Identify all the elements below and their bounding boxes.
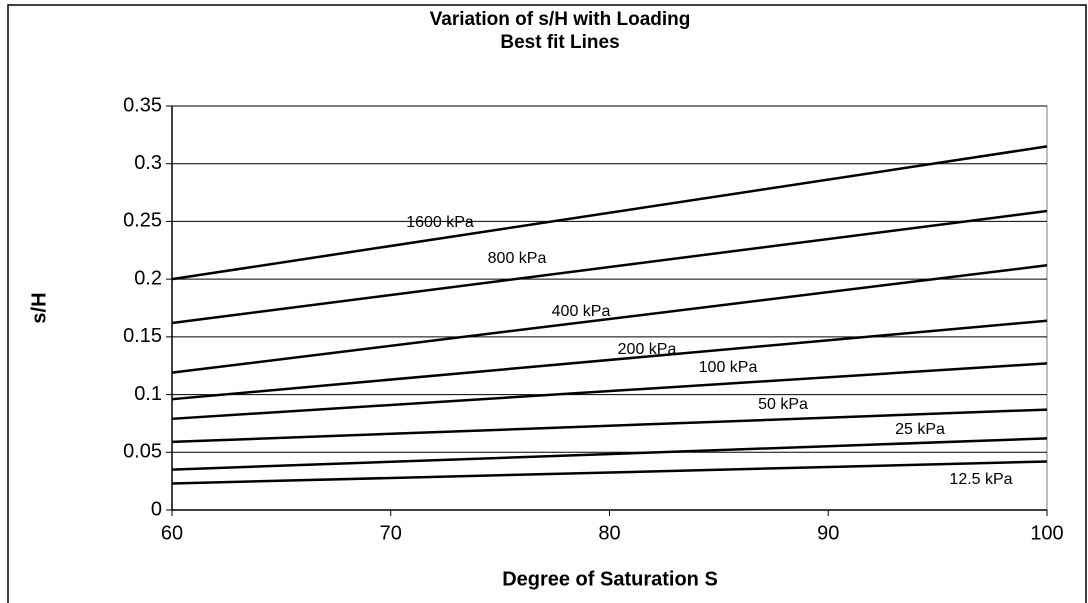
- series-label: 12.5 kPa: [949, 471, 1012, 488]
- series-line: [171, 319, 1048, 401]
- y-tick-label: 0.15: [123, 325, 162, 347]
- series-line: [171, 437, 1048, 471]
- series-label: 400 kPa: [552, 303, 611, 320]
- y-tick-label: 0.2: [134, 267, 162, 289]
- chart-title: Variation of s/H with Loading: [430, 9, 691, 30]
- x-tick-label: 60: [161, 522, 183, 544]
- x-tick-label: 80: [598, 522, 620, 544]
- series-label: 200 kPa: [618, 341, 677, 358]
- y-tick-label: 0.25: [123, 210, 162, 232]
- x-axis-label: Degree of Saturation S: [502, 568, 718, 590]
- series-line: [171, 264, 1048, 374]
- series-label: 50 kPa: [758, 396, 808, 413]
- series-label: 25 kPa: [895, 421, 945, 438]
- series-line: [171, 408, 1048, 444]
- series-line: [171, 362, 1048, 421]
- chart-subtitle: Best fit Lines: [500, 32, 619, 53]
- y-tick-label: 0: [151, 498, 162, 520]
- x-tick-label: 90: [817, 522, 839, 544]
- y-tick-label: 0.05: [123, 441, 162, 463]
- series-label: 800 kPa: [488, 250, 547, 267]
- y-tick-label: 0.3: [134, 152, 162, 174]
- series-label: 1600 kPa: [406, 214, 474, 231]
- series-line: [171, 145, 1048, 281]
- series-line: [171, 460, 1048, 485]
- series-line: [171, 209, 1048, 325]
- y-axis-label: s/H: [28, 292, 50, 323]
- series-label: 100 kPa: [699, 359, 758, 376]
- y-tick-label: 0.35: [123, 94, 162, 116]
- y-tick-label: 0.1: [134, 383, 162, 405]
- x-tick-label: 70: [380, 522, 402, 544]
- x-tick-label: 100: [1030, 522, 1063, 544]
